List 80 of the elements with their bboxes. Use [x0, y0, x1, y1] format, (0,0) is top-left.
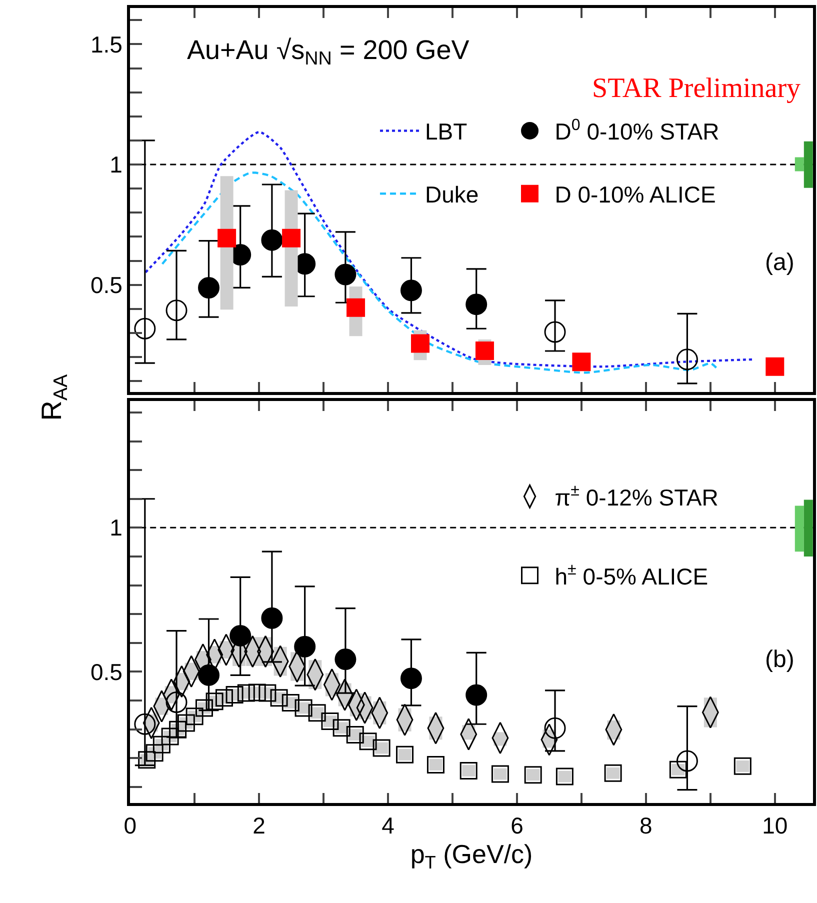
point	[248, 684, 266, 702]
point	[282, 694, 300, 712]
point	[206, 692, 224, 710]
point	[466, 684, 488, 706]
point	[332, 719, 350, 737]
annotation: STAR Preliminary	[592, 73, 801, 104]
point	[676, 750, 698, 772]
point	[186, 708, 204, 726]
x-tick-label: 8	[640, 812, 652, 838]
point	[346, 298, 366, 317]
x-tick-label: 0	[124, 812, 136, 838]
point	[411, 334, 430, 353]
point	[572, 352, 591, 372]
point	[308, 704, 326, 722]
point	[426, 756, 444, 774]
x-tick-label: 4	[382, 812, 395, 838]
point	[466, 294, 488, 316]
point	[230, 624, 252, 646]
x-axis-title: p$_{T}$ (GeV/c)	[410, 839, 533, 873]
point	[766, 357, 784, 376]
point	[400, 668, 422, 690]
point	[134, 318, 156, 340]
point	[138, 751, 156, 769]
point	[346, 726, 364, 744]
point	[604, 764, 622, 782]
point	[270, 689, 288, 707]
x-tick-label: 10	[762, 812, 788, 838]
point	[152, 736, 170, 754]
y-tick-label: 1	[110, 514, 122, 541]
point	[359, 732, 377, 750]
point	[198, 664, 220, 686]
point	[396, 746, 414, 764]
line-series	[161, 172, 718, 374]
point	[294, 636, 316, 658]
y-tick-label: 1	[110, 152, 122, 178]
point	[491, 765, 509, 783]
point	[676, 348, 698, 370]
point	[166, 300, 188, 322]
point	[134, 713, 156, 735]
point	[556, 768, 574, 786]
point	[161, 728, 179, 746]
point	[177, 714, 195, 732]
point	[261, 607, 283, 629]
annotation: (a)	[765, 249, 794, 276]
y-tick-label: 0.5	[90, 272, 122, 298]
point	[372, 739, 390, 757]
legend-label: D 0-10% ALICE	[554, 182, 716, 208]
legend-label: h$^{±}$ 0-5% ALICE	[554, 560, 708, 590]
point	[258, 684, 276, 702]
annotation: (b)	[765, 646, 794, 673]
point	[218, 228, 236, 248]
point	[400, 280, 422, 302]
point	[261, 229, 283, 251]
point	[198, 276, 220, 298]
point	[734, 757, 752, 775]
legend-label: D$^{0}$ 0-10% STAR	[554, 116, 720, 145]
y-tick-label: 1.5	[90, 31, 122, 58]
point	[226, 686, 244, 704]
point	[195, 699, 213, 717]
legend-label: Duke	[425, 182, 479, 208]
x-tick-label: 2	[252, 812, 266, 838]
x-tick-label: 6	[510, 812, 524, 838]
legend-label: π$^{±}$ 0-12% STAR	[554, 482, 718, 510]
point	[544, 717, 566, 739]
point	[334, 264, 356, 286]
point	[215, 689, 233, 707]
point	[169, 720, 187, 738]
point	[282, 228, 301, 248]
point	[294, 699, 312, 717]
y-tick-label: 0.5	[90, 658, 122, 685]
legend-label: LBT	[425, 118, 468, 145]
point	[524, 766, 542, 784]
point	[544, 321, 566, 343]
annotation: Au+Au √s$_{NN}$ = 200 GeV	[187, 35, 470, 70]
point	[146, 744, 164, 762]
point	[166, 691, 188, 713]
point	[475, 342, 494, 360]
point	[334, 648, 356, 670]
point	[237, 684, 255, 702]
point	[460, 762, 478, 780]
